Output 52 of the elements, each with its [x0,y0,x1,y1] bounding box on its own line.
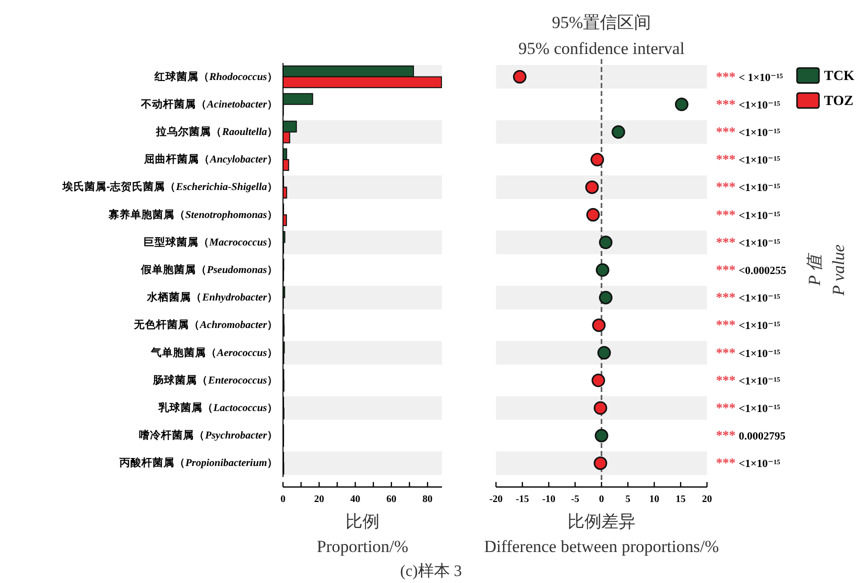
y-tick-label: 假单胞菌属（Pseudomonas） [140,263,278,276]
y-tick-label: 气单胞菌属（Aerococcus） [150,346,278,359]
y2-axis-title: P 值 P value [805,244,848,297]
text: *** <1×10⁻¹⁵ [716,344,781,360]
x-tick-label: 0 [280,494,286,505]
x-tick-label: 10 [649,494,660,505]
y-tick-label: 无色杆菌属（Achromobacter） [132,318,278,332]
text: *** <1×10⁻¹⁵ [716,455,781,470]
y-tick-label: 红球菌属（Rhodococcus） [153,70,278,83]
y-tick-label: 埃氏菌属-志贺氏菌属（Escherichia-Shigella） [61,180,278,194]
y-tick-label: 丙酸杆菌属（Propionibacterium） [118,456,278,470]
x-tick-label: -5 [570,494,580,505]
legend-label: TCK [824,69,854,84]
x-tick-label: 5 [625,494,630,505]
x-tick-label: 20 [314,494,324,505]
x-tick-label: 15 [676,494,686,505]
x-tick-label: 20 [702,494,712,505]
chart-title: 95%置信区间 [552,13,652,32]
text: *** <1×10⁻¹⁵ [716,179,781,194]
y-tick-label: 屈曲杆菌属（Ancylobacter） [142,152,278,166]
text: *** <1×10⁻¹⁵ [716,372,781,388]
x-tick-label: -20 [489,494,503,505]
x-tick-label: 60 [386,494,396,505]
x-tick-label: -10 [542,494,556,505]
y-tick-label: 寡养单胞菌属（Stenotrophomonas） [107,208,278,221]
y-tick-label: 嗜冷杆菌属（Psychrobacter） [139,428,278,442]
y-tick-label: 巨型球菌属（Macrococcus） [143,235,278,248]
y-tick-label: 水栖菌属（Enhydrobacter） [146,290,278,304]
x-axis-title: 比例差异 Difference between proportions/% [484,512,719,556]
x-tick-label: -15 [516,494,530,505]
text: *** <1×10⁻¹⁵ [716,400,781,415]
legend-label: TOZ [824,94,854,109]
x-tick-label: 0 [599,494,604,505]
text: *** <1×10⁻¹⁵ [716,290,781,305]
text: *** <1×10⁻¹⁵ [716,317,781,332]
y-tick-label: 乳球菌属（Lactococcus） [157,401,278,414]
y-tick-label: 不动杆菌属（Acinetobacter） [140,97,278,110]
text: *** 0.0002795 [716,428,786,443]
x-tick-label: 40 [350,494,360,505]
text: *** <0.000255 [716,262,787,277]
y-tick-label: 拉乌尔菌属（Raoultella） [155,125,278,138]
chart-subtitle: 95% confidence interval [518,39,685,58]
text: *** <1×10⁻¹⁵ [716,152,781,167]
text: *** < 1×10⁻¹⁵ [716,68,784,84]
text: (c)样本 3 [400,562,462,580]
y-tick-label: 肠球菌属（Enterococcus） [152,373,278,386]
x-axis-title: 比例 Proportion/% [316,512,408,556]
text: *** <1×10⁻¹⁵ [716,124,781,139]
text: *** <1×10⁻¹⁵ [716,96,781,112]
text: *** <1×10⁻¹⁵ [716,206,781,222]
text: *** <1×10⁻¹⁵ [716,234,781,250]
x-tick-label: 80 [422,494,433,505]
